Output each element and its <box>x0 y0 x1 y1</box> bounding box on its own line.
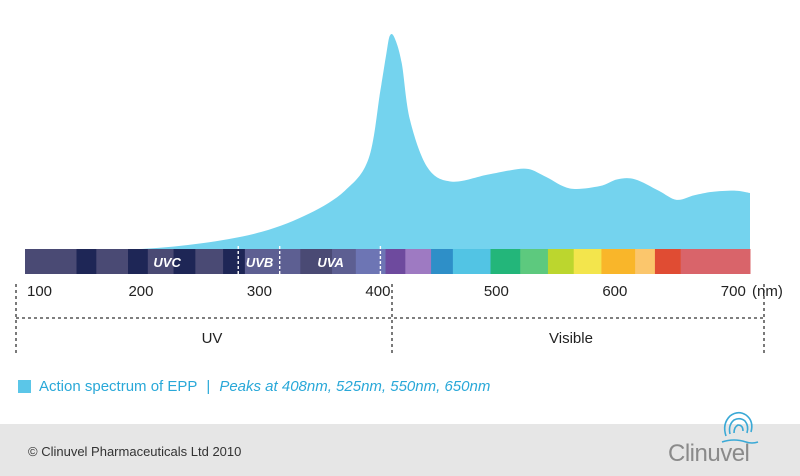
spectrum-segment <box>25 249 78 274</box>
x-tick-label: 100 <box>27 283 52 300</box>
band-label-uva: UVA <box>317 255 343 270</box>
x-axis-tick-labels: 100 200 300 400 500 600 700 (nm) <box>27 283 783 300</box>
copyright-text: © Clinuvel Pharmaceuticals Ltd 2010 <box>28 444 242 459</box>
x-tick-label: 700 <box>721 283 746 300</box>
chart-legend: Action spectrum of EPP | Peaks at 408nm,… <box>18 378 490 395</box>
legend-peaks-label: Peaks at 408nm, 525nm, 550nm, 650nm <box>219 378 491 395</box>
spectrum-segment <box>547 249 575 274</box>
legend-separator: | <box>206 378 211 395</box>
spectrum-segment <box>452 249 472 274</box>
legend-series-label: Action spectrum of EPP <box>39 378 198 395</box>
x-tick-label: 300 <box>247 283 272 300</box>
spectrum-segment <box>490 249 521 274</box>
spectrum-segment <box>76 249 97 274</box>
spectrum-segment <box>244 249 276 274</box>
region-brackets <box>15 284 765 356</box>
footer-bar: © Clinuvel Pharmaceuticals Ltd 2010 Clin… <box>0 411 800 476</box>
x-tick-label: 500 <box>484 283 509 300</box>
x-tick-label: 200 <box>128 283 153 300</box>
spectrum-segment <box>300 249 333 274</box>
band-label-uvb: UVB <box>246 255 273 270</box>
spectrum-segment <box>573 249 602 274</box>
spectrum-segment <box>274 249 301 274</box>
spectrum-segment <box>601 249 636 274</box>
spectrum-segment <box>680 249 699 274</box>
spectrum-segment <box>698 249 751 274</box>
region-label-uv: UV <box>202 330 223 347</box>
spectrum-segment <box>635 249 656 274</box>
spectrum-segment <box>147 249 175 274</box>
region-label-visible: Visible <box>549 330 593 347</box>
spectrum-segment <box>332 249 357 274</box>
spectrum-segment <box>96 249 129 274</box>
spectrum-segment <box>431 249 454 274</box>
epp-action-spectrum-chart: UVC UVB UVA 100 200 300 400 500 600 700 … <box>15 34 783 356</box>
x-tick-label: 400 <box>365 283 390 300</box>
spectrum-segment <box>355 249 387 274</box>
spectrum-segment <box>223 249 246 274</box>
spectrum-segment <box>520 249 549 274</box>
frilled-lizard-logo-icon <box>721 411 759 444</box>
spectrum-segment <box>385 249 406 274</box>
logo-wordmark: Clinuvel <box>668 440 750 467</box>
legend-swatch <box>18 380 31 393</box>
spectrum-bar <box>25 249 751 274</box>
spectrum-segment <box>405 249 432 274</box>
spectrum-segment <box>195 249 224 274</box>
x-tick-label: 600 <box>602 283 627 300</box>
spectrum-segment <box>654 249 682 274</box>
spectrum-segment <box>173 249 196 274</box>
clinuvel-logo: Clinuvel <box>668 406 778 474</box>
spectrum-segment <box>470 249 492 274</box>
x-axis-unit: (nm) <box>752 283 783 300</box>
band-label-uvc: UVC <box>153 255 181 270</box>
uv-band-labels: UVC UVB UVA <box>153 255 343 270</box>
spectrum-segment <box>128 249 149 274</box>
action-spectrum-area <box>25 34 750 250</box>
